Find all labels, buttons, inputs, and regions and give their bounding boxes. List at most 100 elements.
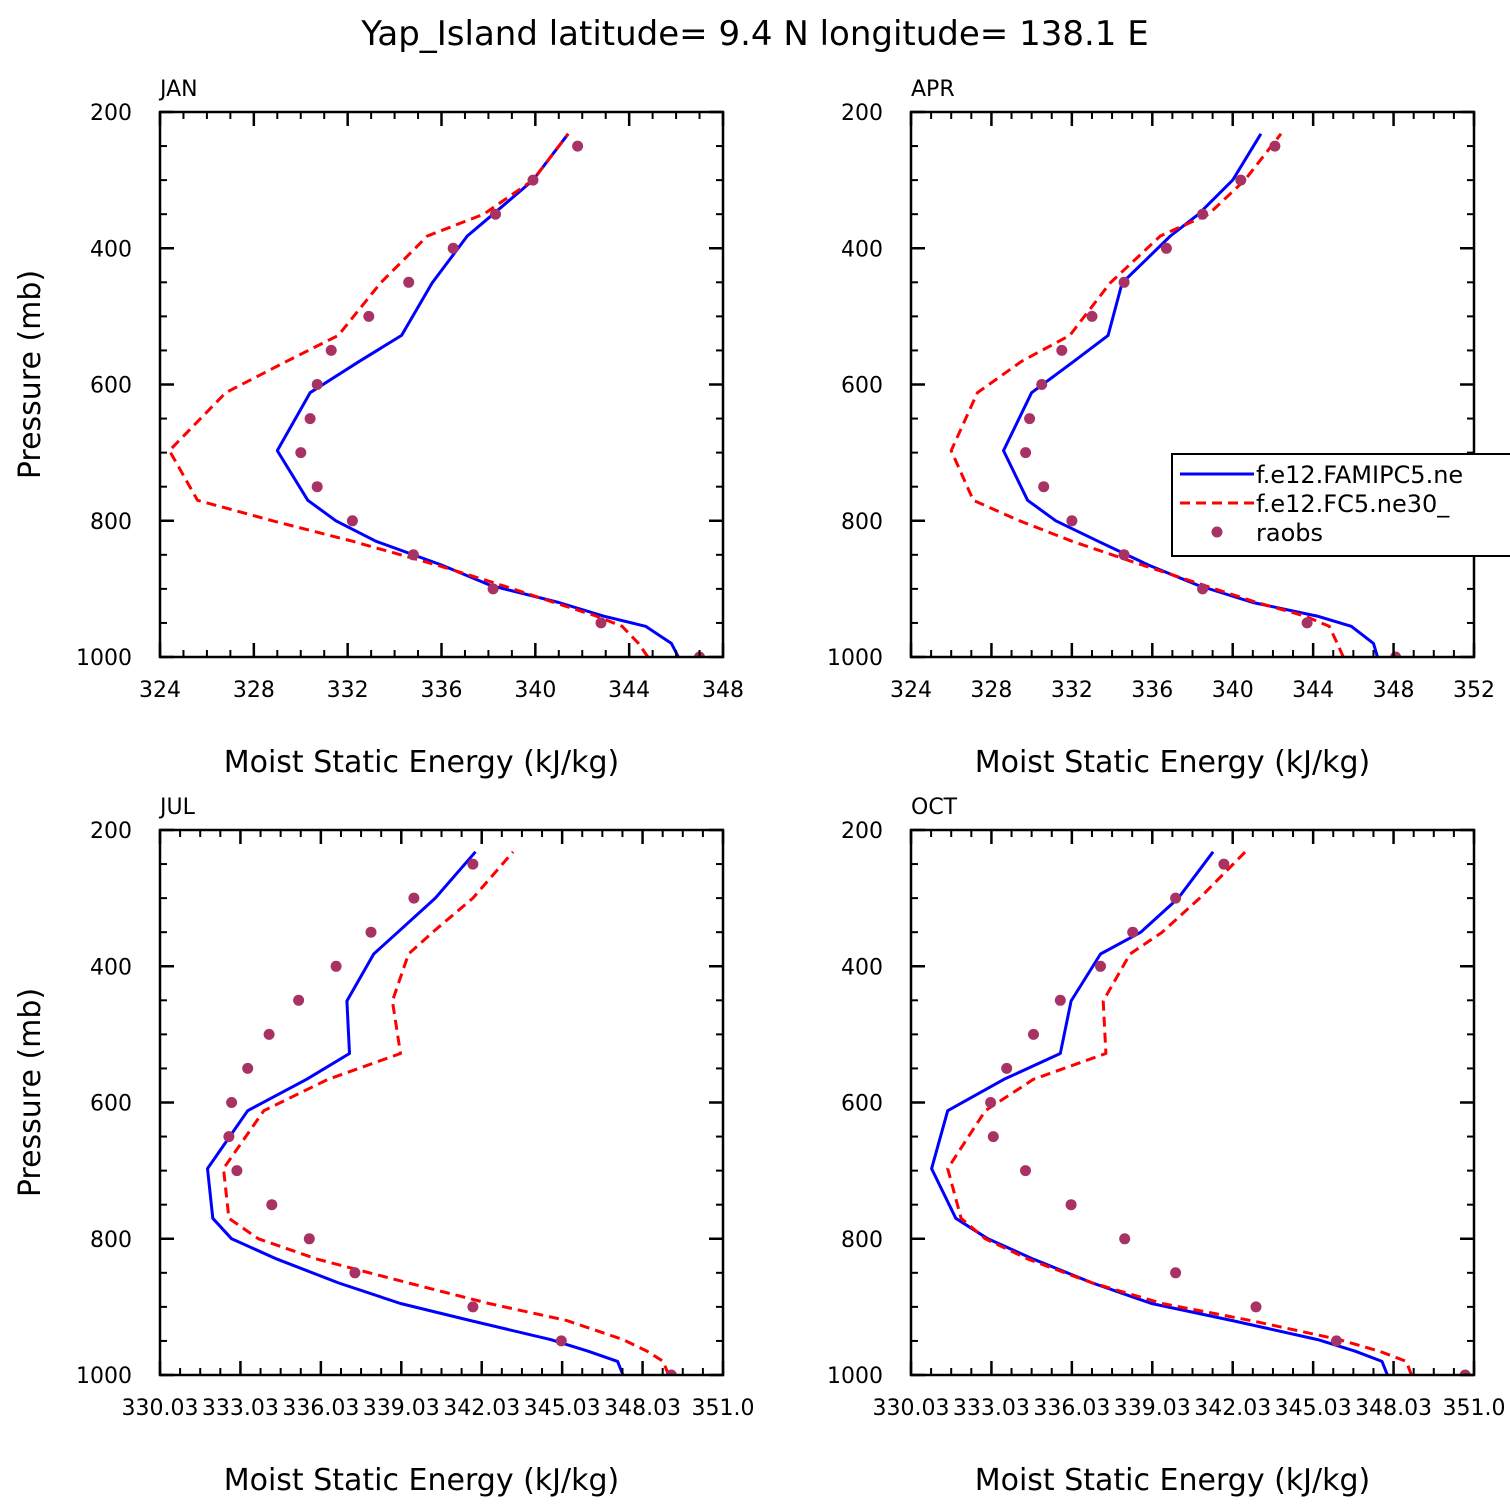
x-tick-label: 344 bbox=[1292, 678, 1334, 703]
raobs-point bbox=[1036, 379, 1048, 390]
panel-jul: 330.03 333.03 336.03 339.03 342.03 345.03 348.… bbox=[13, 795, 754, 1498]
x-tick-label: 351.0 bbox=[692, 1396, 755, 1421]
y-tick-label: 1000 bbox=[827, 646, 883, 671]
raobs-point bbox=[330, 960, 342, 972]
y-tick-label: 1000 bbox=[76, 646, 132, 671]
axes-frame bbox=[158, 828, 725, 1377]
y-tick-label: 600 bbox=[841, 1092, 883, 1117]
x-tick-label: 342.03 bbox=[443, 1396, 520, 1421]
raobs-point bbox=[1235, 174, 1247, 186]
x-tick-label: 330.03 bbox=[122, 1396, 199, 1421]
raobs-point bbox=[1086, 310, 1098, 322]
y-tick-label: 400 bbox=[841, 237, 883, 262]
raobs-point bbox=[1024, 413, 1036, 425]
raobs-point bbox=[987, 1131, 999, 1143]
y-tick-label: 800 bbox=[841, 1228, 883, 1253]
raobs-point bbox=[1197, 583, 1209, 595]
raobs-point bbox=[407, 549, 419, 561]
raobs-point bbox=[985, 1097, 997, 1108]
x-tick-label: 332 bbox=[327, 678, 369, 703]
raobs-point bbox=[1331, 1335, 1342, 1347]
raobs-point bbox=[1197, 208, 1209, 220]
x-tick-label: 345.03 bbox=[1275, 1396, 1352, 1421]
raobs-point bbox=[363, 310, 375, 322]
fc5-line bbox=[167, 132, 650, 657]
raobs-point bbox=[490, 208, 501, 220]
x-tick-label: 348.03 bbox=[604, 1396, 681, 1421]
raobs-point bbox=[1118, 549, 1130, 561]
famipc5-line bbox=[1002, 133, 1379, 657]
x-tick-label: 333.03 bbox=[202, 1396, 279, 1421]
y-tick-label: 1000 bbox=[827, 1364, 883, 1389]
raobs-point bbox=[349, 1267, 361, 1279]
plot-area bbox=[930, 850, 1471, 1375]
x-tick-label: 348 bbox=[702, 678, 744, 703]
raobs-point bbox=[1001, 1062, 1013, 1074]
famipc5-line bbox=[930, 850, 1389, 1375]
panel-oct: 330.03 333.03 336.03 339.03 342.03 345.03 348.… bbox=[827, 795, 1505, 1498]
fc5-line bbox=[949, 132, 1345, 657]
raobs-point bbox=[1269, 140, 1281, 152]
raobs-point bbox=[311, 379, 323, 390]
x-tick-label: 339.03 bbox=[1114, 1396, 1191, 1421]
raobs-point bbox=[467, 858, 479, 870]
raobs-point bbox=[365, 926, 377, 938]
famipc5-line bbox=[275, 132, 680, 657]
y-axis-title: Pressure (mb) bbox=[13, 988, 48, 1197]
x-tick-label: 344 bbox=[608, 678, 650, 703]
x-axis-title: Moist Static Energy (kJ/kg) bbox=[224, 1463, 620, 1498]
legend-label: f.e12.FAMIPC5.ne bbox=[1256, 461, 1463, 489]
panel-label: JAN bbox=[158, 77, 198, 102]
x-tick-label: 336 bbox=[421, 678, 463, 703]
raobs-point bbox=[1065, 1199, 1077, 1211]
raobs-point bbox=[1170, 892, 1182, 904]
y-tick-label: 200 bbox=[841, 819, 883, 844]
raobs-point bbox=[467, 1301, 479, 1313]
panel-label: APR bbox=[911, 77, 955, 102]
raobs-point bbox=[1127, 926, 1139, 938]
plot-area bbox=[167, 132, 705, 657]
x-tick-label: 330.03 bbox=[873, 1396, 950, 1421]
y-tick-label: 400 bbox=[841, 955, 883, 980]
x-tick-label: 351.0 bbox=[1443, 1396, 1506, 1421]
raobs-point bbox=[1160, 242, 1172, 254]
raobs-point bbox=[1020, 1165, 1031, 1177]
raobs-point bbox=[403, 276, 415, 288]
raobs-point bbox=[303, 1233, 315, 1245]
raobs-point bbox=[266, 1199, 278, 1211]
y-tick-label: 600 bbox=[90, 374, 132, 399]
y-tick-label: 400 bbox=[90, 955, 132, 980]
panel-label: OCT bbox=[911, 795, 958, 820]
x-axis-title: Moist Static Energy (kJ/kg) bbox=[975, 1463, 1371, 1498]
raobs-point bbox=[293, 994, 305, 1006]
legend-label: raobs bbox=[1256, 519, 1323, 547]
y-tick-label: 800 bbox=[90, 1228, 132, 1253]
x-tick-label: 345.03 bbox=[524, 1396, 601, 1421]
y-axis-title: Pressure (mb) bbox=[13, 270, 48, 479]
raobs-point bbox=[1095, 960, 1106, 972]
y-tick-label: 800 bbox=[841, 510, 883, 535]
raobs-point bbox=[223, 1131, 235, 1143]
x-tick-label: 339.03 bbox=[363, 1396, 440, 1421]
raobs-point bbox=[1118, 276, 1130, 288]
y-tick-label: 200 bbox=[841, 101, 883, 126]
raobs-point bbox=[1054, 994, 1066, 1006]
y-tick-label: 200 bbox=[90, 819, 132, 844]
x-tick-label: 348.03 bbox=[1355, 1396, 1432, 1421]
raobs-point bbox=[1028, 1028, 1039, 1040]
x-tick-label: 332 bbox=[1051, 678, 1093, 703]
raobs-point bbox=[226, 1097, 238, 1108]
raobs-point bbox=[325, 344, 337, 356]
x-tick-label: 336 bbox=[1131, 678, 1173, 703]
x-tick-label: 324 bbox=[890, 678, 932, 703]
legend-label: f.e12.FC5.ne30_ bbox=[1256, 490, 1450, 518]
raobs-point bbox=[346, 515, 358, 527]
panel-label: JUL bbox=[158, 795, 196, 820]
raobs-point bbox=[665, 1369, 677, 1375]
y-tick-label: 600 bbox=[90, 1092, 132, 1117]
x-tick-label: 348 bbox=[1373, 678, 1415, 703]
x-tick-label: 340 bbox=[1212, 678, 1254, 703]
raobs-point bbox=[1459, 1369, 1471, 1375]
raobs-point bbox=[572, 140, 584, 152]
panel-jan: 324 328 332 336 340 344 348 200 400 600 800 1000 JAN… bbox=[13, 77, 744, 780]
